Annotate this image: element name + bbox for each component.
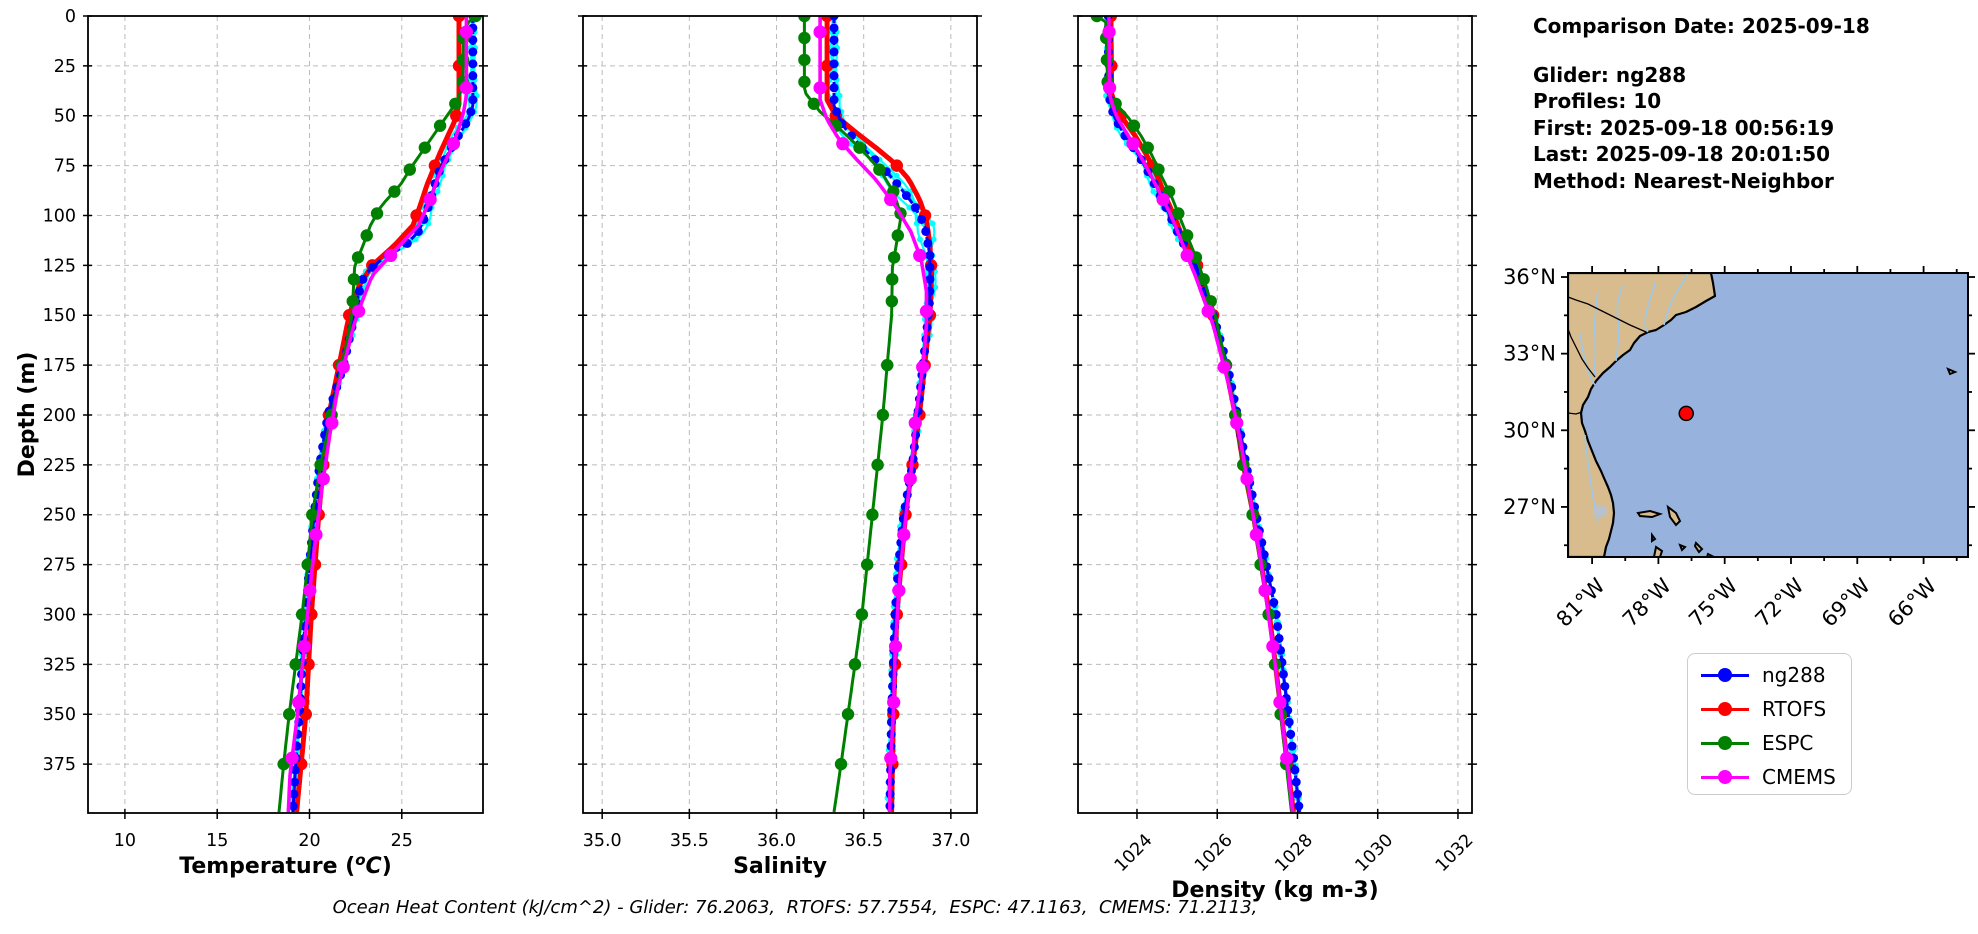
legend-item-rtofs: RTOFS <box>1701 692 1851 726</box>
svg-text:20: 20 <box>298 831 320 851</box>
svg-text:10: 10 <box>114 831 136 851</box>
ocean-heat-content-text: Ocean Heat Content (kJ/cm^2) - Glider: 7… <box>332 897 1258 918</box>
legend-label: ESPC <box>1762 731 1814 755</box>
svg-text:37.0: 37.0 <box>931 831 970 851</box>
svg-text:72°W: 72°W <box>1751 573 1809 631</box>
comparison-date-text: Comparison Date: 2025-09-18 <box>1533 14 1870 38</box>
svg-text:69°W: 69°W <box>1817 573 1875 631</box>
svg-text:350: 350 <box>43 705 76 725</box>
svg-text:Salinity: Salinity <box>733 854 827 879</box>
legend-line-rtofs-icon <box>1701 702 1749 716</box>
map-islands <box>1636 367 1958 557</box>
svg-text:200: 200 <box>43 406 76 426</box>
svg-text:81°W: 81°W <box>1552 573 1610 631</box>
svg-text:Depth (m): Depth (m) <box>15 352 40 478</box>
map-land <box>1568 273 1717 557</box>
last-time-text: Last: 2025-09-18 20:01:50 <box>1533 142 1831 166</box>
svg-text:150: 150 <box>43 306 76 326</box>
legend-line-cmems-icon <box>1701 770 1749 784</box>
glider-location-marker <box>1678 405 1694 422</box>
svg-text:0: 0 <box>65 7 76 27</box>
info-panel: Comparison Date: 2025-09-18 Glider: ng28… <box>1533 13 1870 194</box>
legend-label: CMEMS <box>1762 765 1836 789</box>
map-border <box>1567 272 1969 558</box>
svg-text:36°N: 36°N <box>1503 265 1556 289</box>
legend-label: ng288 <box>1762 663 1826 687</box>
map-state-borders <box>1568 296 1647 415</box>
svg-text:75: 75 <box>54 157 76 177</box>
svg-text:250: 250 <box>43 506 76 526</box>
svg-text:15: 15 <box>206 831 228 851</box>
svg-text:375: 375 <box>43 755 76 775</box>
svg-text:300: 300 <box>43 605 76 625</box>
svg-text:27°N: 27°N <box>1503 495 1556 519</box>
salinity-profile: 35.0 35.5 36.0 36.5 37.0 Salinity <box>578 15 982 879</box>
method-text: Method: Nearest-Neighbor <box>1533 168 1834 193</box>
legend: ng288 RTOFS ESPC CMEMS <box>1687 653 1852 795</box>
legend-item-cmems: CMEMS <box>1701 760 1851 794</box>
legend-line-espc-icon <box>1701 736 1749 750</box>
profiles-text: Profiles: 10 <box>1533 89 1662 113</box>
svg-text:30°N: 30°N <box>1503 418 1556 442</box>
svg-text:100: 100 <box>43 206 76 226</box>
svg-text:35.0: 35.0 <box>583 831 622 851</box>
svg-text:325: 325 <box>43 655 76 675</box>
svg-text:225: 225 <box>43 456 76 476</box>
svg-text:75°W: 75°W <box>1684 573 1742 631</box>
svg-text:25: 25 <box>391 831 413 851</box>
legend-label: RTOFS <box>1762 697 1827 721</box>
temperature-profile: 0 25 50 75 100 125 150 175 200 225 250 275 300 325 350… <box>15 7 488 879</box>
svg-text:25: 25 <box>54 57 76 77</box>
map-lake-okeechobee <box>1593 505 1607 517</box>
svg-text:Temperature (oC): Temperature (oC) <box>179 851 392 879</box>
svg-text:66°W: 66°W <box>1883 573 1941 631</box>
svg-text:Density (kg m-3): Density (kg m-3) <box>1171 878 1379 903</box>
svg-text:50: 50 <box>54 107 76 127</box>
legend-item-ng288: ng288 <box>1701 658 1851 692</box>
svg-text:125: 125 <box>43 256 76 276</box>
first-time-text: First: 2025-09-18 00:56:19 <box>1533 115 1835 140</box>
svg-text:78°W: 78°W <box>1618 573 1676 631</box>
legend-item-espc: ESPC <box>1701 726 1851 760</box>
map-bermuda <box>1946 367 1958 376</box>
svg-text:35.5: 35.5 <box>670 831 709 851</box>
svg-text:36.5: 36.5 <box>844 831 883 851</box>
svg-text:275: 275 <box>43 556 76 576</box>
glider-text: Glider: ng288 <box>1533 62 1687 87</box>
svg-text:33°N: 33°N <box>1503 342 1556 366</box>
svg-text:36.0: 36.0 <box>757 831 796 851</box>
info-spacer <box>1533 40 1870 62</box>
legend-line-ng288-icon <box>1701 668 1749 682</box>
svg-text:175: 175 <box>43 356 76 376</box>
